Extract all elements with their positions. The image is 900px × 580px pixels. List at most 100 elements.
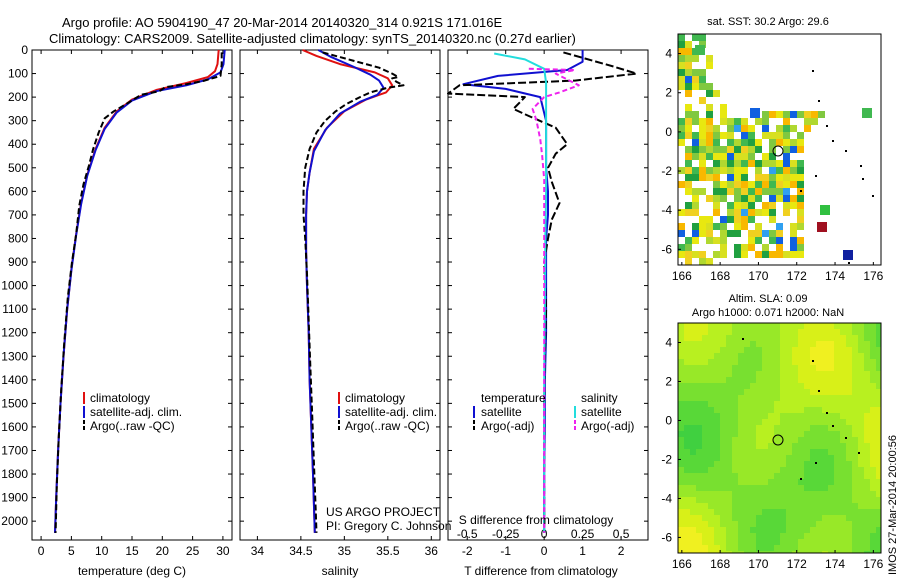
sla-cell [870, 323, 876, 329]
sla-cell [864, 551, 870, 553]
sla-cell [822, 335, 828, 341]
sla-cell [690, 473, 696, 479]
sla-cell [804, 497, 810, 503]
sla-cell [846, 473, 852, 479]
sla-cell [762, 335, 768, 341]
sla-cell [876, 509, 881, 515]
sla-cell [846, 329, 852, 335]
sla-cell [834, 341, 840, 347]
sla-cell [852, 413, 858, 419]
s-tick-label: 0 [541, 527, 548, 541]
sla-cell [696, 377, 702, 383]
sla-cell [870, 389, 876, 395]
sst-cell [797, 237, 804, 244]
sla-cell [702, 413, 708, 419]
sst-cell [720, 223, 727, 230]
sla-cell [870, 503, 876, 509]
sst-cell [776, 111, 783, 118]
sla-cell [762, 413, 768, 419]
sla-cell [804, 371, 810, 377]
sla-cell [798, 473, 804, 479]
sla-cell [810, 479, 816, 485]
sst-cell [678, 230, 685, 237]
sst-cell [748, 188, 755, 195]
sla-cell [876, 383, 881, 389]
sla-cell [774, 539, 780, 545]
sla-cell [852, 359, 858, 365]
sla-cell [828, 461, 834, 467]
sla-map-panel: Altim. SLA: 0.09 Argo h1000: 0.071 h2000… [661, 293, 883, 571]
sla-cell [780, 491, 786, 497]
sla-cell [810, 485, 816, 491]
sla-cell [774, 515, 780, 521]
sla-cell [774, 371, 780, 377]
sla-cell [702, 347, 708, 353]
sla-cell [774, 353, 780, 359]
sla-cell [744, 509, 750, 515]
sla-cell [870, 479, 876, 485]
sla-cell [744, 329, 750, 335]
sla-cell [864, 443, 870, 449]
sla-cell [744, 551, 750, 553]
sst-cell [769, 209, 776, 216]
sla-cell [858, 377, 864, 383]
sla-cell [738, 467, 744, 473]
sla-cell [714, 419, 720, 425]
sla-cell [876, 527, 881, 533]
sst-cell [692, 153, 699, 160]
sla-cell [738, 359, 744, 365]
sla-cell [840, 365, 846, 371]
sla-cell [852, 551, 858, 553]
sst-cell [748, 244, 755, 251]
sst-cell [776, 132, 783, 139]
sst-cell [685, 167, 692, 174]
sla-cell [834, 359, 840, 365]
coast-dot [800, 190, 802, 192]
sla-cell [738, 503, 744, 509]
sla-cell [744, 539, 750, 545]
sla-cell [870, 413, 876, 419]
sla-cell [810, 383, 816, 389]
sla-cell [792, 479, 798, 485]
sla-cell [708, 473, 714, 479]
sla-cell [708, 431, 714, 437]
sla-cell [738, 395, 744, 401]
sla-cell [702, 389, 708, 395]
sla-cell [846, 467, 852, 473]
sst-cell [797, 244, 804, 251]
sla-cell [852, 365, 858, 371]
sla-cell [876, 545, 881, 551]
sla-cell [732, 443, 738, 449]
sst-cell [727, 139, 734, 146]
sla-cell [768, 449, 774, 455]
sst-cell [692, 209, 699, 216]
sla-cell [702, 353, 708, 359]
sla-cell [732, 545, 738, 551]
s-tick-label: 0.5 [613, 527, 630, 541]
sla-cell [762, 539, 768, 545]
sla-cell [744, 347, 750, 353]
sla-cell [870, 425, 876, 431]
sla-cell [810, 443, 816, 449]
sla-cell [798, 383, 804, 389]
sla-cell [840, 371, 846, 377]
sla-cell [690, 479, 696, 485]
sla-cell [696, 335, 702, 341]
sla-cell [696, 419, 702, 425]
sla-cell [714, 455, 720, 461]
coast-dot [860, 165, 862, 167]
sla-cell [702, 521, 708, 527]
sla-cell [870, 509, 876, 515]
sla-cell [738, 509, 744, 515]
sla-cell [858, 515, 864, 521]
sla-cell [768, 383, 774, 389]
sst-cell [783, 174, 790, 181]
sst-cell [727, 153, 734, 160]
sla-cell [858, 503, 864, 509]
sla-cell [864, 347, 870, 353]
sla-cell [744, 395, 750, 401]
sst-map-frame [677, 33, 882, 266]
sla-cell [732, 461, 738, 467]
sla-cell [780, 377, 786, 383]
sst-cell [818, 111, 825, 118]
